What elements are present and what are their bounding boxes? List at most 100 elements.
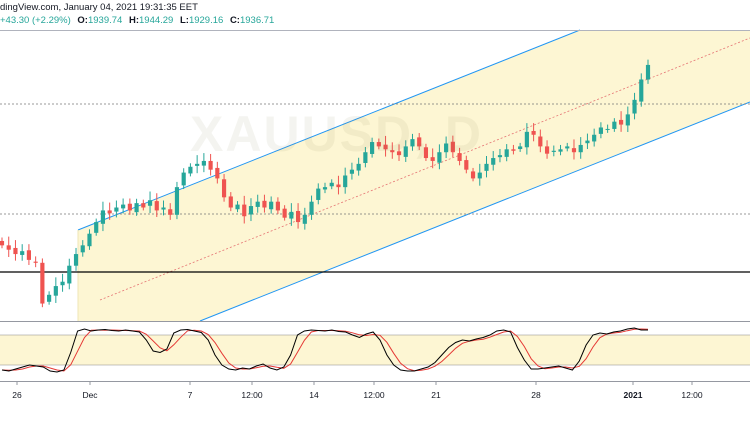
candle-down — [6, 245, 11, 250]
candle-up — [248, 206, 254, 215]
candle-down — [208, 160, 213, 170]
candle-up — [518, 146, 523, 150]
candle-up — [578, 144, 583, 153]
candle-down — [168, 209, 173, 215]
candle-up — [592, 134, 597, 142]
channel-upper-line — [77, 29, 581, 231]
time-axis-label: 12:00 — [363, 390, 385, 400]
candle-up — [565, 146, 570, 149]
candle-down — [107, 210, 112, 214]
candle-up — [195, 163, 200, 166]
candle-down — [221, 179, 227, 198]
stochastic-k-line — [1, 327, 648, 373]
candle-down — [544, 146, 550, 154]
candle-up — [181, 172, 186, 186]
candle-up — [47, 294, 52, 302]
candle-up — [477, 172, 482, 179]
candle-up — [403, 146, 408, 157]
open-label: O: — [77, 15, 88, 26]
candle-down — [450, 141, 455, 153]
candle-up — [235, 204, 240, 210]
candle-up — [605, 128, 610, 130]
candle-down — [228, 196, 233, 208]
candle-up — [410, 139, 415, 147]
candle-down — [275, 201, 280, 211]
candle-down — [538, 136, 543, 147]
time-axis-label: 2021 — [624, 390, 643, 400]
candle-up — [444, 143, 449, 153]
candle-up — [585, 140, 590, 144]
time-axis-label: 14 — [309, 390, 319, 400]
candle-up — [363, 152, 368, 163]
time-axis-label: Dec — [82, 390, 98, 400]
candle-up — [497, 155, 503, 158]
price-change: +43.30 (+2.29%) — [0, 15, 71, 26]
high-value: 1944.29 — [139, 15, 174, 26]
candle-up — [484, 163, 489, 171]
candle-up — [329, 182, 334, 187]
candle-up — [632, 99, 637, 114]
high-label: H: — [128, 15, 139, 26]
candle-down — [336, 184, 341, 188]
candle-up — [551, 150, 556, 152]
time-axis-bg — [0, 381, 750, 430]
candle-down — [40, 262, 45, 304]
candle-down — [26, 250, 32, 260]
candle-up — [121, 204, 126, 209]
channel-lower-line — [199, 101, 750, 322]
candle-down — [215, 167, 220, 179]
candle-up — [174, 187, 180, 215]
candle-up — [114, 207, 119, 212]
candle-down — [457, 153, 462, 161]
close-label: C: — [229, 15, 240, 26]
candle-up — [94, 222, 99, 233]
low-value: 1929.16 — [188, 15, 224, 26]
channel-fill — [78, 30, 750, 321]
candle-down — [33, 261, 38, 263]
candle-up — [161, 207, 166, 210]
candle-down — [511, 149, 516, 151]
candle-up — [188, 166, 193, 174]
candle-up — [100, 210, 106, 224]
candle-down — [531, 130, 536, 135]
candle-up — [343, 175, 348, 188]
candle-down — [417, 137, 422, 147]
header-title: dingView.com, January 04, 2021 19:31:35 … — [0, 2, 198, 13]
candle-down — [430, 157, 435, 161]
stochastic-band — [0, 335, 750, 365]
candle-up — [558, 149, 563, 152]
candle-up — [437, 152, 442, 163]
candle-up — [370, 142, 375, 154]
candle-down — [423, 147, 429, 159]
candle-up — [598, 127, 603, 134]
candle-up — [316, 188, 321, 200]
candle-up — [524, 131, 529, 148]
candle-up — [60, 281, 65, 286]
candle-up — [491, 158, 496, 165]
candle-up — [639, 79, 644, 102]
candle-down — [571, 148, 577, 153]
candle-down — [0, 240, 5, 246]
candle-up — [322, 187, 328, 190]
candle-down — [13, 247, 18, 255]
candle-up — [289, 211, 294, 219]
close-value: 1936.71 — [239, 15, 275, 26]
candle-up — [356, 163, 361, 171]
candle-down — [127, 203, 132, 211]
candle-up — [20, 251, 25, 255]
candle-down — [262, 200, 267, 208]
time-axis-label: 12:00 — [681, 390, 703, 400]
candle-down — [618, 119, 624, 125]
candle-down — [282, 208, 287, 218]
candle-down — [390, 150, 395, 153]
candle-up — [269, 201, 274, 210]
candle-down — [464, 160, 469, 170]
candle-up — [309, 201, 314, 215]
candle-up — [80, 245, 85, 253]
open-value: 1939.74 — [87, 15, 123, 26]
candle-down — [295, 211, 301, 223]
candle-up — [201, 160, 206, 166]
candle-down — [242, 204, 247, 217]
